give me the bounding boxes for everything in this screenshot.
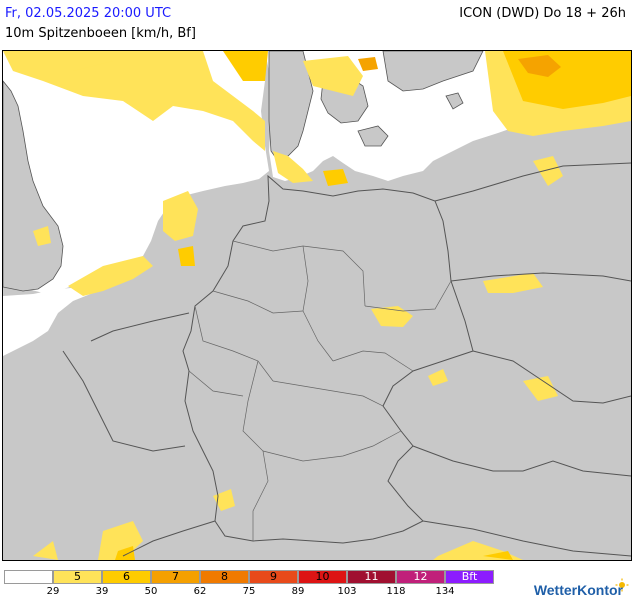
legend-tick: 134 (435, 586, 455, 597)
legend-class-8: 8 (200, 570, 249, 584)
english-channel (3, 287, 98, 356)
north-sea (3, 51, 269, 293)
gust-legend: 5 6 7 8 9 10 11 12 Bft (4, 570, 494, 584)
map-product-title: 10m Spitzenboeen [km/h, Bf] (5, 26, 196, 41)
legend-class-12: 12 (396, 570, 445, 584)
legend-tick: 50 (144, 586, 158, 597)
state-borders (188, 240, 452, 541)
legend-kmh-ticks: 29 39 50 62 75 89 103 118 134 (0, 586, 500, 598)
legend-tick: 62 (193, 586, 207, 597)
legend-class-5: 5 (53, 570, 102, 584)
legend-tick: 39 (95, 586, 109, 597)
legend-tick: 75 (242, 586, 256, 597)
danish-island-2 (357, 125, 389, 147)
model-run-label: ICON (DWD) Do 18 + 26h (459, 6, 626, 21)
legend-class-Bft: Bft (445, 570, 494, 584)
legend-class-calm (4, 570, 53, 584)
sun-icon (615, 578, 629, 592)
legend-class-6: 6 (102, 570, 151, 584)
forecast-valid-time: Fr, 02.05.2025 20:00 UTC (5, 6, 172, 21)
gust-bf7-fields (358, 55, 561, 77)
country-borders (62, 162, 631, 557)
wind-gust-map (2, 50, 632, 561)
legend-class-9: 9 (249, 570, 298, 584)
legend-class-7: 7 (151, 570, 200, 584)
legend-tick: 103 (337, 586, 357, 597)
legend-tick: 118 (386, 586, 406, 597)
legend-class-10: 10 (298, 570, 347, 584)
sweden-south (382, 51, 484, 92)
bornholm (445, 92, 464, 110)
legend-class-11: 11 (347, 570, 396, 584)
wetterkontor-logo[interactable]: WetterKontor (533, 582, 623, 598)
legend-tick: 89 (291, 586, 305, 597)
legend-tick: 29 (46, 586, 60, 597)
